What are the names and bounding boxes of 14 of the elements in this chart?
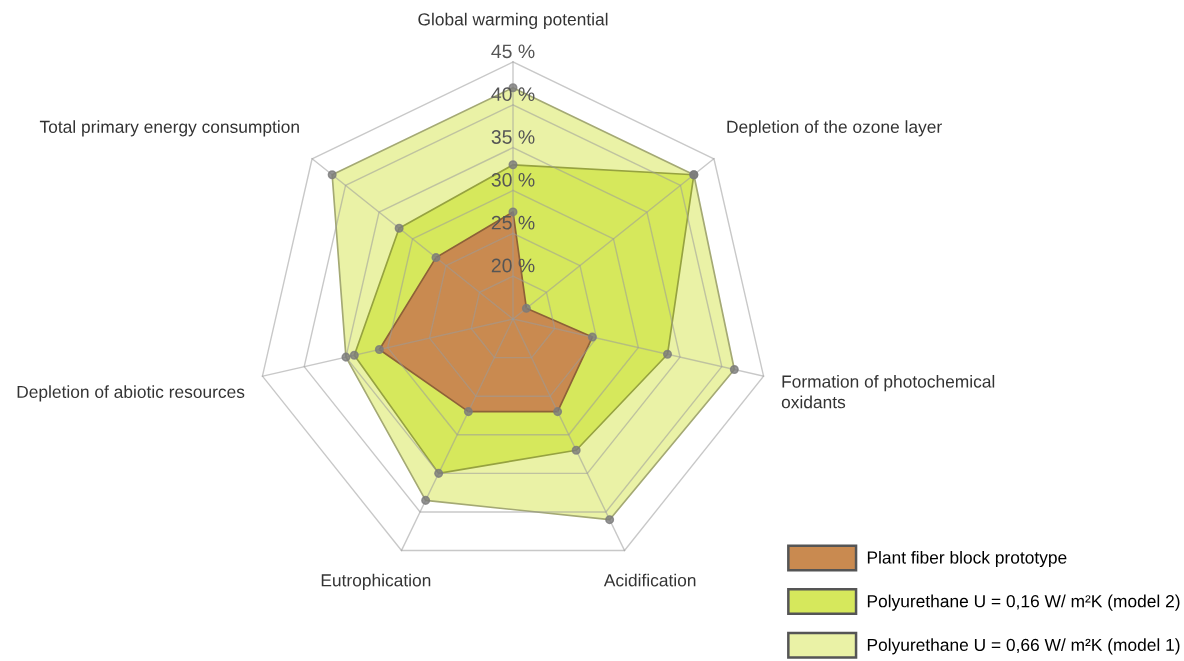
spoke-label: Acidification — [603, 573, 696, 587]
spoke-label: Formation of photochemical oxidants — [781, 374, 995, 409]
y-tick-label: 25 % — [491, 215, 535, 230]
y-tick-label: 30 % — [491, 172, 535, 187]
spoke-label: Global warming potential — [418, 12, 608, 29]
spoke-label: Depletion of the ozone layer — [727, 120, 942, 137]
legend-label: Polyurethane U = 0,16 W/ m²K (model 2) — [867, 594, 1180, 611]
spoke-label: Eutrophication — [321, 573, 431, 590]
y-tick-label: 45 % — [491, 44, 535, 59]
legend-label: Polyurethane U = 0,66 W/ m²K (model 1) — [867, 638, 1180, 655]
spoke-label: Total primary energy consumption — [39, 120, 299, 137]
y-tick-label: 35 % — [491, 130, 535, 144]
legend-label: Plant fiber block prototype — [867, 550, 1067, 568]
spoke-label: Depletion of abiotic resources — [17, 385, 245, 402]
